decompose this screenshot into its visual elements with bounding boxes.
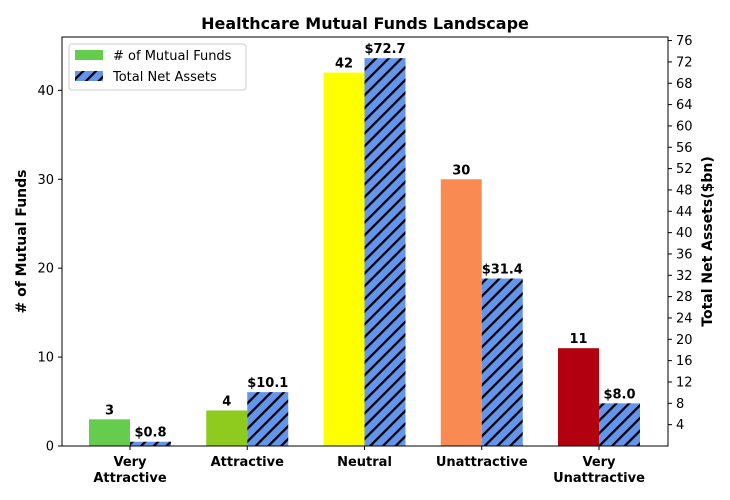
y-tick-label-right: 28	[676, 290, 693, 305]
bar-net-assets	[364, 58, 406, 447]
bar-mutual-funds	[89, 419, 130, 446]
bar-mutual-funds	[558, 348, 599, 446]
y-tick-label-left: 30	[37, 173, 54, 188]
y-tick-label-right: 56	[676, 141, 693, 156]
plot-frame	[61, 36, 669, 447]
y-tick-label-left: 40	[37, 84, 54, 99]
data-label-net-assets: $31.4	[482, 262, 523, 277]
axes-layer: Very Attractive Attractive Neutral Unattract…	[14, 34, 716, 486]
y-tick-label-right: 20	[676, 333, 693, 348]
bar-net-assets	[599, 403, 640, 446]
y-tick-label-right: 32	[676, 269, 693, 284]
y-tick-label-right: 16	[676, 354, 693, 369]
data-label-net-assets: $0.8	[134, 426, 166, 441]
y-tick-label-left: 10	[37, 351, 54, 366]
y-axis-label-left: # of Mutual Funds	[14, 169, 30, 313]
legend-swatch-mutual-funds	[75, 50, 103, 60]
y-tick-label-left: 0	[46, 440, 54, 455]
y-axis-label-right: Total Net Assets($bn)	[700, 156, 716, 326]
data-label-mutual-funds: 11	[569, 332, 587, 347]
y-tick-label-right: 76	[676, 34, 693, 49]
data-label-mutual-funds: 42	[335, 57, 353, 72]
data-label-mutual-funds: 4	[222, 394, 231, 409]
y-tick-label-right: 44	[676, 205, 693, 220]
legend-label-mutual-funds: # of Mutual Funds	[113, 49, 232, 64]
y-tick-label-right: 72	[676, 55, 693, 70]
y-tick-label-right: 8	[676, 397, 684, 412]
bar-net-assets	[481, 278, 523, 446]
x-tick-label: Neutral	[337, 455, 392, 470]
y-tick-label-right: 60	[676, 119, 693, 134]
legend-label-net-assets: Total Net Assets	[112, 70, 217, 85]
bar-mutual-funds	[440, 179, 482, 446]
x-tick-label: Very Attractive	[93, 455, 167, 486]
y-tick-label-right: 24	[676, 311, 693, 326]
y-tick-label-right: 12	[676, 375, 693, 390]
bar-net-assets	[130, 441, 171, 446]
y-tick-label-right: 48	[676, 183, 693, 198]
data-label-net-assets: $72.7	[364, 42, 405, 57]
bar-mutual-funds	[206, 410, 248, 446]
data-label-mutual-funds: 30	[452, 163, 470, 178]
data-label-mutual-funds: 3	[105, 403, 114, 418]
x-tick-label: Attractive	[211, 455, 285, 470]
data-label-net-assets: $8.0	[603, 387, 635, 402]
legend: # of Mutual Funds Total Net Assets	[68, 43, 247, 91]
y-tick-label-right: 64	[676, 98, 693, 113]
y-tick-label-right: 52	[676, 162, 693, 177]
data-labels-layer: 3 $0.8 4 $10.1 42 $72.7 30 $31.4 11 $8.0	[105, 42, 636, 441]
legend-box	[68, 43, 247, 91]
bars-layer	[89, 58, 640, 447]
chart-title: Healthcare Mutual Funds Landscape	[201, 14, 529, 33]
x-tick-label: Unattractive	[436, 455, 528, 470]
y-tick-label-left: 20	[37, 262, 54, 277]
legend-swatch-net-assets	[75, 71, 103, 81]
bar-net-assets	[247, 392, 289, 446]
bar-mutual-funds	[323, 72, 365, 446]
x-tick-label: Very Unattractive	[553, 455, 645, 486]
y-tick-label-right: 40	[676, 226, 693, 241]
y-tick-label-right: 68	[676, 77, 693, 92]
data-label-net-assets: $10.1	[247, 376, 288, 391]
y-tick-label-right: 36	[676, 247, 693, 262]
y-tick-label-right: 4	[676, 418, 684, 433]
